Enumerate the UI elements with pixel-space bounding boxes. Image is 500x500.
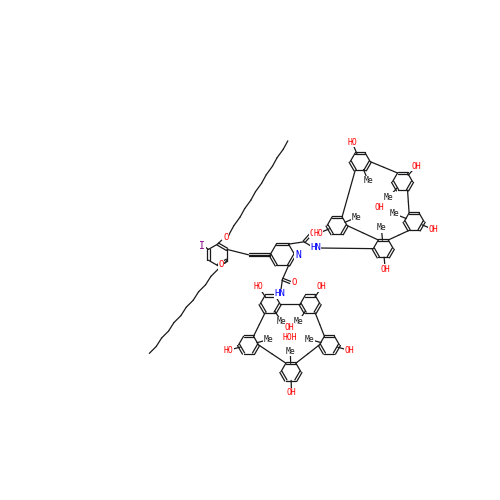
Text: I: I bbox=[200, 240, 205, 250]
Text: OH: OH bbox=[374, 204, 384, 212]
Text: Me: Me bbox=[286, 346, 295, 356]
Text: O: O bbox=[224, 234, 229, 242]
Text: HOH: HOH bbox=[282, 334, 297, 342]
Text: HO: HO bbox=[348, 138, 357, 147]
Text: N: N bbox=[295, 250, 301, 260]
Text: HO: HO bbox=[313, 229, 323, 238]
Text: O: O bbox=[292, 278, 296, 287]
Text: OH: OH bbox=[428, 225, 438, 234]
Text: O: O bbox=[218, 260, 224, 270]
Text: Me: Me bbox=[364, 176, 373, 186]
Text: O: O bbox=[310, 229, 315, 238]
Text: HO: HO bbox=[224, 346, 234, 354]
Text: Me: Me bbox=[264, 335, 274, 344]
Text: OH: OH bbox=[285, 324, 294, 332]
Text: OH: OH bbox=[380, 265, 390, 274]
Text: Me: Me bbox=[304, 335, 314, 344]
Text: OH: OH bbox=[344, 346, 354, 355]
Text: HN: HN bbox=[310, 244, 321, 252]
Text: Me: Me bbox=[384, 192, 394, 202]
Text: OH: OH bbox=[412, 162, 421, 170]
Text: Me: Me bbox=[376, 224, 386, 232]
Text: HO: HO bbox=[254, 282, 264, 291]
Text: Me: Me bbox=[276, 317, 286, 326]
Text: HN: HN bbox=[274, 290, 284, 298]
Text: Me: Me bbox=[390, 210, 400, 218]
Text: OH: OH bbox=[317, 282, 326, 292]
Text: Me: Me bbox=[294, 317, 304, 326]
Text: OH: OH bbox=[286, 388, 296, 397]
Text: Me: Me bbox=[352, 213, 361, 222]
